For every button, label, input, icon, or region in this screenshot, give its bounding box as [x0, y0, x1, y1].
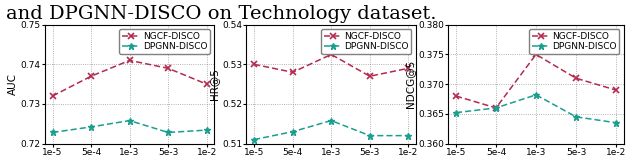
DPGNN-DISCO — [404, 135, 412, 137]
NGCF-DISCO — [203, 83, 211, 85]
DPGNN-DISCO — [572, 116, 580, 118]
DPGNN-DISCO — [164, 132, 172, 133]
NGCF-DISCO — [404, 67, 412, 69]
Line: NGCF-DISCO: NGCF-DISCO — [453, 52, 619, 111]
Legend: NGCF-DISCO, DPGNN-DISCO: NGCF-DISCO, DPGNN-DISCO — [119, 29, 210, 54]
DPGNN-DISCO — [492, 107, 500, 109]
NGCF-DISCO — [572, 77, 580, 79]
NGCF-DISCO — [366, 75, 374, 77]
Y-axis label: HR@5: HR@5 — [209, 68, 220, 100]
NGCF-DISCO — [327, 53, 335, 55]
NGCF-DISCO — [532, 53, 540, 55]
NGCF-DISCO — [125, 59, 134, 61]
DPGNN-DISCO — [327, 120, 335, 122]
DPGNN-DISCO — [452, 112, 460, 114]
Line: NGCF-DISCO: NGCF-DISCO — [50, 58, 209, 99]
DPGNN-DISCO — [289, 131, 296, 133]
NGCF-DISCO — [250, 63, 258, 65]
NGCF-DISCO — [492, 107, 500, 109]
NGCF-DISCO — [87, 75, 95, 77]
NGCF-DISCO — [49, 95, 56, 97]
Line: NGCF-DISCO: NGCF-DISCO — [252, 52, 411, 79]
Legend: NGCF-DISCO, DPGNN-DISCO: NGCF-DISCO, DPGNN-DISCO — [321, 29, 412, 54]
DPGNN-DISCO — [250, 139, 258, 141]
DPGNN-DISCO — [532, 94, 540, 96]
DPGNN-DISCO — [87, 126, 95, 128]
NGCF-DISCO — [612, 89, 620, 91]
NGCF-DISCO — [164, 67, 172, 69]
Legend: NGCF-DISCO, DPGNN-DISCO: NGCF-DISCO, DPGNN-DISCO — [529, 29, 620, 54]
DPGNN-DISCO — [125, 120, 134, 122]
NGCF-DISCO — [289, 71, 296, 73]
Y-axis label: AUC: AUC — [8, 73, 18, 95]
Text: and DPGNN-DISCO on Technology dataset.: and DPGNN-DISCO on Technology dataset. — [6, 5, 437, 23]
Y-axis label: NDCG@5: NDCG@5 — [405, 60, 415, 108]
NGCF-DISCO — [452, 95, 460, 97]
DPGNN-DISCO — [203, 129, 211, 131]
DPGNN-DISCO — [612, 122, 620, 124]
Line: DPGNN-DISCO: DPGNN-DISCO — [452, 91, 620, 126]
DPGNN-DISCO — [49, 132, 56, 133]
Line: DPGNN-DISCO: DPGNN-DISCO — [251, 117, 412, 143]
DPGNN-DISCO — [366, 135, 374, 137]
Line: DPGNN-DISCO: DPGNN-DISCO — [49, 117, 210, 136]
